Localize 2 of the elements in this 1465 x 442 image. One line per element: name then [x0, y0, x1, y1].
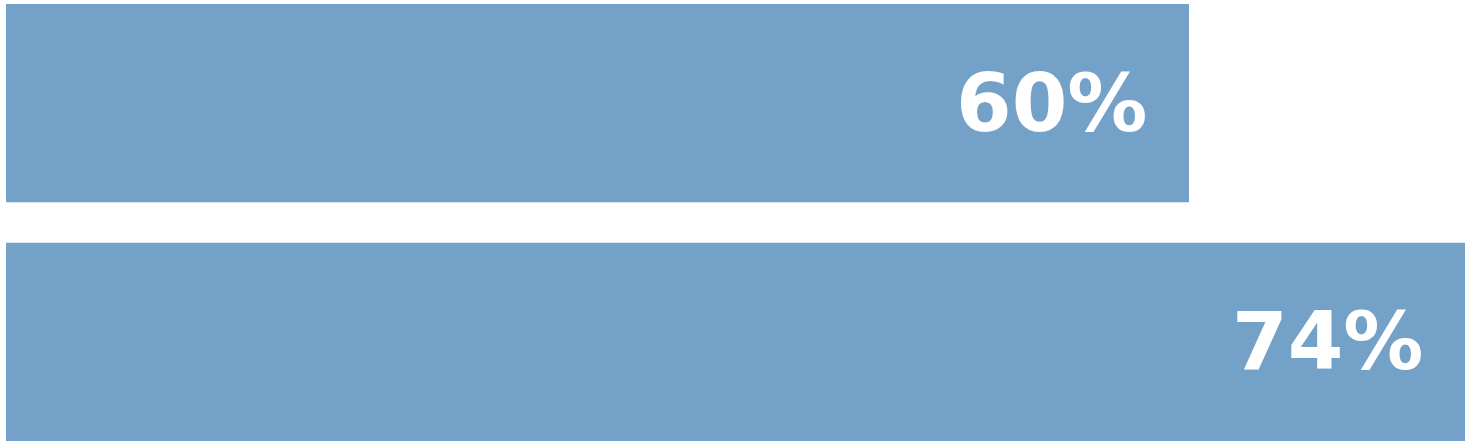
data-label: 60%: [956, 57, 1148, 150]
data-label: 74%: [1232, 295, 1424, 388]
